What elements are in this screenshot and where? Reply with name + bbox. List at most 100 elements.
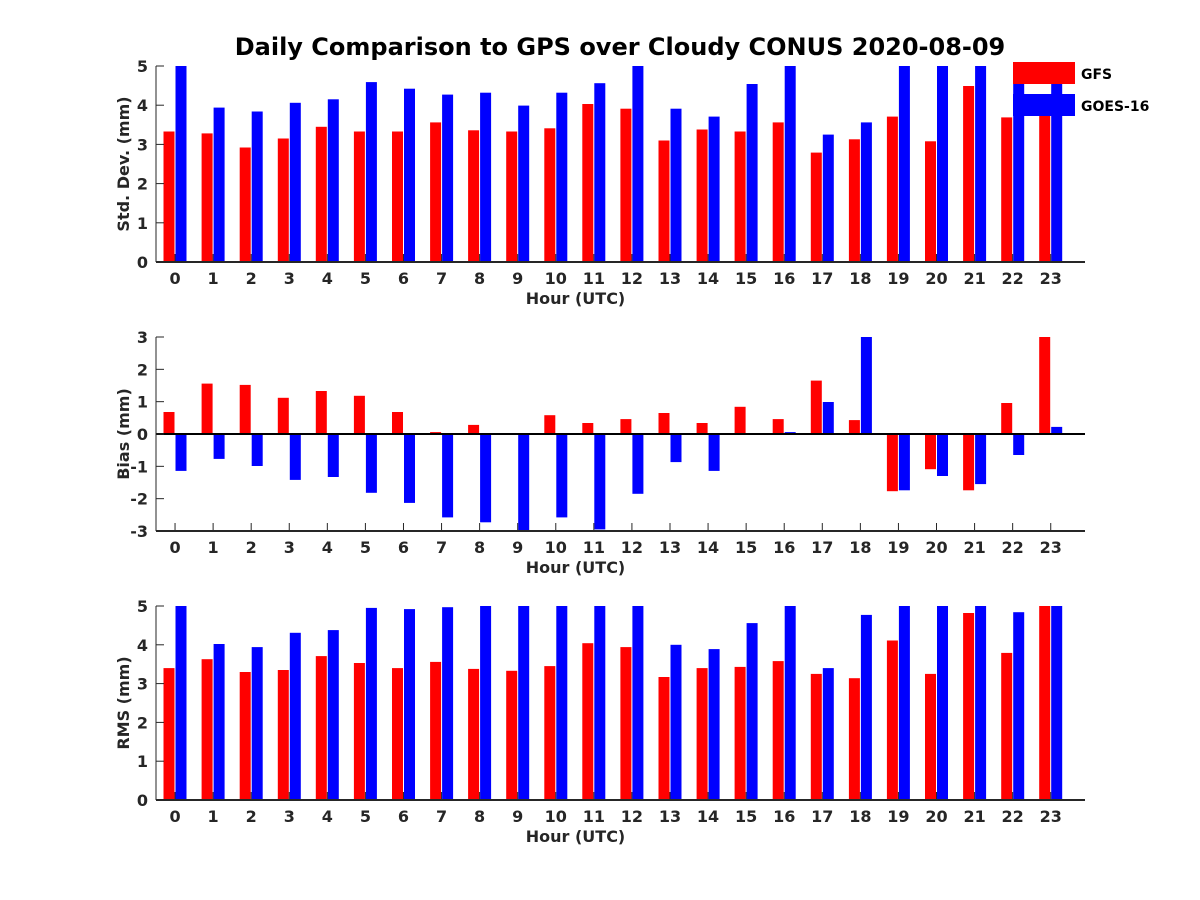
x-tick-label: 7 — [436, 538, 447, 557]
x-axis-label: Hour (UTC) — [526, 289, 626, 308]
x-tick-label: 6 — [398, 807, 409, 826]
bar-goes16-hour-15 — [746, 84, 758, 262]
bar-gfs-hour-6 — [392, 412, 403, 434]
x-tick-label: 19 — [887, 269, 909, 288]
bar-gfs-hour-16 — [772, 419, 784, 434]
bar-gfs-hour-8 — [468, 668, 480, 800]
x-tick-label: 18 — [849, 807, 871, 826]
bar-gfs-hour-1 — [201, 133, 213, 262]
x-axis-label: Hour (UTC) — [526, 558, 626, 577]
bar-goes16-hour-20 — [937, 606, 948, 800]
bar-goes16-hour-0 — [175, 606, 187, 800]
bar-gfs-hour-15 — [734, 666, 746, 800]
x-tick-label: 14 — [697, 538, 719, 557]
y-tick-label: 0 — [137, 791, 148, 810]
bar-gfs-hour-4 — [315, 126, 327, 262]
bar-goes16-hour-21 — [975, 66, 987, 262]
x-tick-label: 5 — [360, 807, 371, 826]
bar-goes16-hour-3 — [289, 102, 301, 262]
x-tick-label: 13 — [659, 807, 681, 826]
x-tick-label: 7 — [436, 807, 447, 826]
bar-goes16-hour-8 — [480, 434, 492, 523]
bar-goes16-hour-0 — [175, 434, 187, 471]
bar-gfs-hour-2 — [239, 384, 251, 434]
bar-gfs-hour-16 — [772, 661, 784, 800]
bar-goes16-hour-10 — [556, 606, 568, 800]
bar-gfs-hour-1 — [201, 659, 213, 800]
x-tick-label: 0 — [169, 807, 180, 826]
x-tick-label: 7 — [436, 269, 447, 288]
y-tick-label: 0 — [137, 425, 148, 444]
y-axis-label: Std. Dev. (mm) — [114, 96, 133, 231]
x-tick-label: 19 — [887, 807, 909, 826]
bar-goes16-hour-13 — [670, 108, 682, 262]
bar-goes16-hour-21 — [975, 606, 987, 800]
bar-goes16-hour-3 — [289, 632, 301, 800]
legend-swatch-gfs — [1013, 62, 1075, 84]
bar-goes16-hour-19 — [898, 606, 910, 800]
bar-goes16-hour-1 — [213, 644, 225, 800]
x-tick-label: 17 — [811, 538, 833, 557]
bar-gfs-hour-14 — [696, 668, 708, 800]
x-tick-label: 18 — [849, 538, 871, 557]
x-tick-label: 6 — [398, 269, 409, 288]
bar-gfs-hour-21 — [963, 613, 975, 800]
bar-gfs-hour-9 — [506, 670, 518, 800]
x-tick-label: 4 — [322, 538, 333, 557]
bar-goes16-hour-22 — [1013, 612, 1025, 800]
bar-gfs-hour-8 — [468, 130, 480, 262]
bar-goes16-hour-2 — [251, 647, 263, 800]
x-tick-label: 15 — [735, 807, 757, 826]
bar-gfs-hour-23 — [1039, 109, 1051, 262]
bar-gfs-hour-17 — [810, 673, 822, 800]
x-tick-label: 2 — [246, 538, 257, 557]
x-tick-label: 23 — [1040, 538, 1062, 557]
bar-gfs-hour-10 — [544, 128, 556, 262]
bar-gfs-hour-13 — [658, 677, 670, 800]
bar-gfs-hour-4 — [315, 391, 327, 434]
bar-gfs-hour-23 — [1039, 337, 1051, 434]
y-tick-label: 0 — [137, 253, 148, 272]
bar-goes16-hour-4 — [327, 630, 339, 800]
bar-gfs-hour-10 — [544, 415, 556, 434]
bar-gfs-hour-12 — [620, 647, 632, 800]
bar-gfs-hour-17 — [810, 152, 822, 262]
x-tick-label: 9 — [512, 269, 523, 288]
bar-goes16-hour-14 — [708, 649, 720, 800]
x-tick-label: 20 — [925, 807, 947, 826]
bar-goes16-hour-5 — [365, 82, 377, 262]
bar-goes16-hour-2 — [251, 111, 263, 262]
bar-gfs-hour-19 — [886, 116, 898, 262]
chart-title: Daily Comparison to GPS over Cloudy CONU… — [235, 33, 1006, 61]
bar-gfs-hour-3 — [277, 397, 289, 434]
x-tick-label: 2 — [246, 269, 257, 288]
y-tick-label: 5 — [137, 57, 148, 76]
x-tick-label: 15 — [735, 538, 757, 557]
bar-gfs-hour-6 — [392, 131, 403, 262]
bar-gfs-hour-15 — [734, 131, 746, 262]
bar-goes16-hour-17 — [822, 668, 834, 800]
bar-goes16-hour-12 — [632, 66, 644, 262]
x-tick-label: 11 — [583, 269, 605, 288]
bar-gfs-hour-13 — [658, 140, 670, 262]
bar-goes16-hour-1 — [213, 434, 225, 459]
bar-gfs-hour-12 — [620, 419, 632, 434]
bar-gfs-hour-21 — [963, 86, 975, 262]
x-tick-label: 0 — [169, 269, 180, 288]
bar-goes16-hour-3 — [289, 434, 301, 480]
x-tick-label: 19 — [887, 538, 909, 557]
bar-goes16-hour-15 — [746, 623, 758, 800]
bar-gfs-hour-22 — [1001, 403, 1013, 434]
legend-swatch-goes16 — [1013, 94, 1075, 116]
bar-gfs-hour-19 — [886, 434, 898, 492]
y-tick-label: -3 — [130, 522, 148, 541]
x-tick-label: 20 — [925, 538, 947, 557]
y-tick-label: -2 — [130, 490, 148, 509]
bar-goes16-hour-14 — [708, 434, 720, 471]
y-tick-label: 4 — [137, 636, 148, 655]
